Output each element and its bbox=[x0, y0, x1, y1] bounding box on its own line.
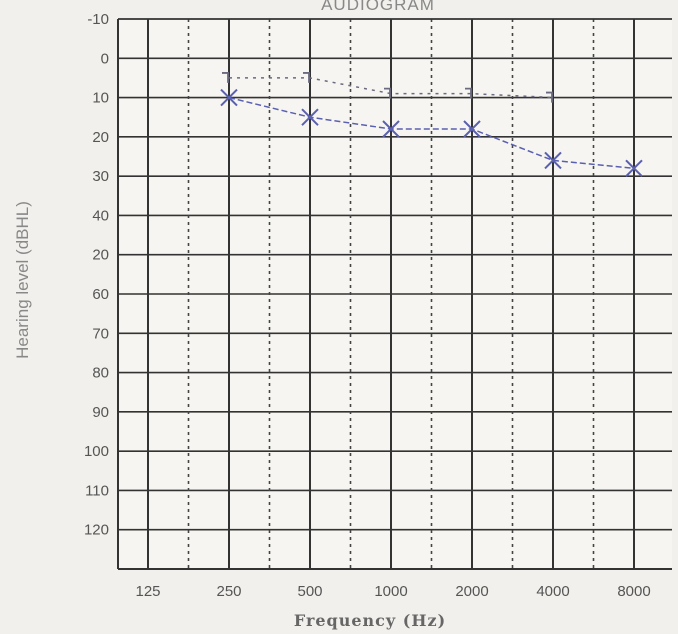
series-2-point bbox=[546, 91, 553, 103]
series-1-line bbox=[228, 96, 635, 170]
x-tick-label: 1000 bbox=[374, 583, 407, 600]
series-2-point bbox=[303, 72, 310, 83]
y-tick-label: 0 bbox=[101, 50, 109, 67]
x-tick-label: 8000 bbox=[617, 583, 650, 600]
series-1-point bbox=[544, 151, 562, 170]
grid bbox=[117, 18, 672, 570]
x-tick-label: 500 bbox=[297, 583, 322, 600]
y-axis-label: Hearing level (dBHL) bbox=[13, 201, 32, 359]
y-tick-label: 30 bbox=[92, 168, 109, 185]
y-tick-label: 110 bbox=[85, 482, 109, 499]
y-tick-label: -10 bbox=[87, 11, 109, 28]
series-2-point bbox=[465, 87, 472, 99]
series-1-point bbox=[301, 108, 319, 126]
y-tick-label: 120 bbox=[84, 522, 109, 539]
series-1-point bbox=[220, 88, 238, 107]
chart-title: AUDIOGRAM bbox=[321, 0, 435, 14]
x-axis-label: Frequency (Hz) bbox=[294, 611, 446, 630]
x-tick-label: 2000 bbox=[455, 583, 488, 600]
y-tick-label: 70 bbox=[92, 325, 109, 342]
x-tick-label: 250 bbox=[216, 583, 241, 600]
y-tick-label: 80 bbox=[92, 365, 109, 382]
y-tick-label: 60 bbox=[92, 286, 109, 303]
series-1-point bbox=[463, 120, 481, 138]
y-tick-label: 90 bbox=[92, 404, 109, 421]
y-tick-label: 20 bbox=[92, 129, 109, 146]
series-2-point bbox=[384, 87, 391, 99]
series-2-point bbox=[222, 72, 229, 83]
y-tick-label: 40 bbox=[92, 207, 109, 224]
y-tick-labels: -10 0 10 20 30 40 20 60 70 80 90 100 110 120 bbox=[84, 11, 109, 539]
x-tick-labels: 125 250 500 1000 2000 4000 8000 bbox=[135, 583, 650, 600]
series-1-point bbox=[625, 159, 643, 177]
data-series bbox=[220, 72, 643, 177]
y-tick-label: 20 bbox=[92, 247, 109, 264]
y-tick-label: 10 bbox=[92, 90, 109, 107]
x-tick-label: 125 bbox=[135, 583, 160, 600]
series-1-point bbox=[382, 120, 400, 138]
y-tick-label: 100 bbox=[84, 443, 109, 460]
x-tick-label: 4000 bbox=[536, 583, 569, 600]
